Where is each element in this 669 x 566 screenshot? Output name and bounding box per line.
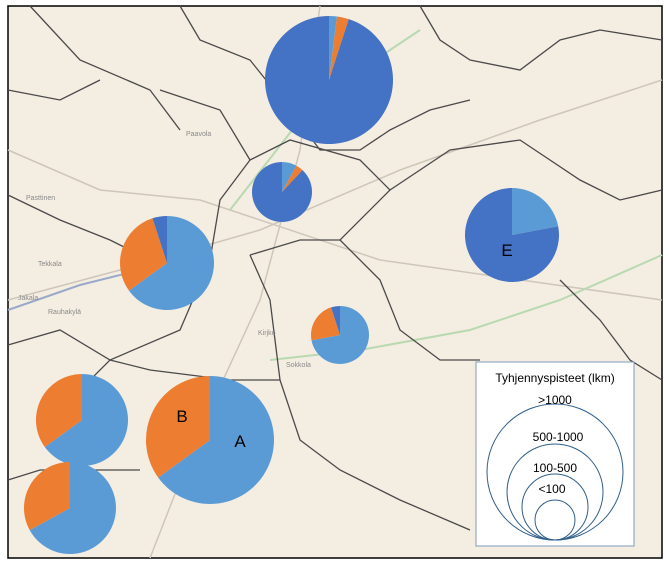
pie-slice [24,462,71,531]
place-name: Jakala [18,295,38,302]
pie-slice [252,162,312,223]
pie-slice [311,306,369,364]
pie-slice [329,16,338,80]
pie-label: E [501,241,512,260]
pie-slice [158,376,274,505]
place-name: Pasttinen [26,195,55,202]
pie-slice [265,16,393,144]
place-names: Paavola Pasttinen Tekkala Jakala Rauhakylä Ki… [18,131,311,369]
legend-box [475,361,635,547]
pie-slice [311,307,340,341]
place-name: Sokkola [286,362,311,369]
pie-slice [464,188,559,282]
pie-slice [29,462,117,555]
legend-title: Tyhjennyspisteet (lkm) [495,371,614,385]
pie-slice [146,376,210,478]
pie-slice [36,374,82,448]
place-name: Tekkala [38,261,62,268]
legend-label: 500-1000 [533,430,584,444]
pie-slice [282,165,303,192]
pie-slice [331,306,340,335]
pie-slice [119,218,167,291]
place-name: Paavola [186,131,211,138]
legend-circle [534,499,576,541]
pie-slice [282,162,297,192]
pie-label: A [234,432,246,451]
legend-label: 100-500 [533,461,577,475]
pie-slice [44,374,129,467]
pie-slice [152,216,167,263]
legend: Tyhjennyspisteet (lkm) >1000 500-1000 10… [475,361,635,547]
pie-slice [329,16,349,80]
legend-label: >1000 [538,393,572,407]
legend-label: <100 [538,482,565,496]
place-name: Rauhakylä [48,309,81,316]
pie-slice [128,216,214,310]
place-name: Kirjko [258,330,276,337]
pie-slice [512,188,559,235]
pie-symbols: E A B [24,16,559,555]
pie-label: B [176,407,187,426]
